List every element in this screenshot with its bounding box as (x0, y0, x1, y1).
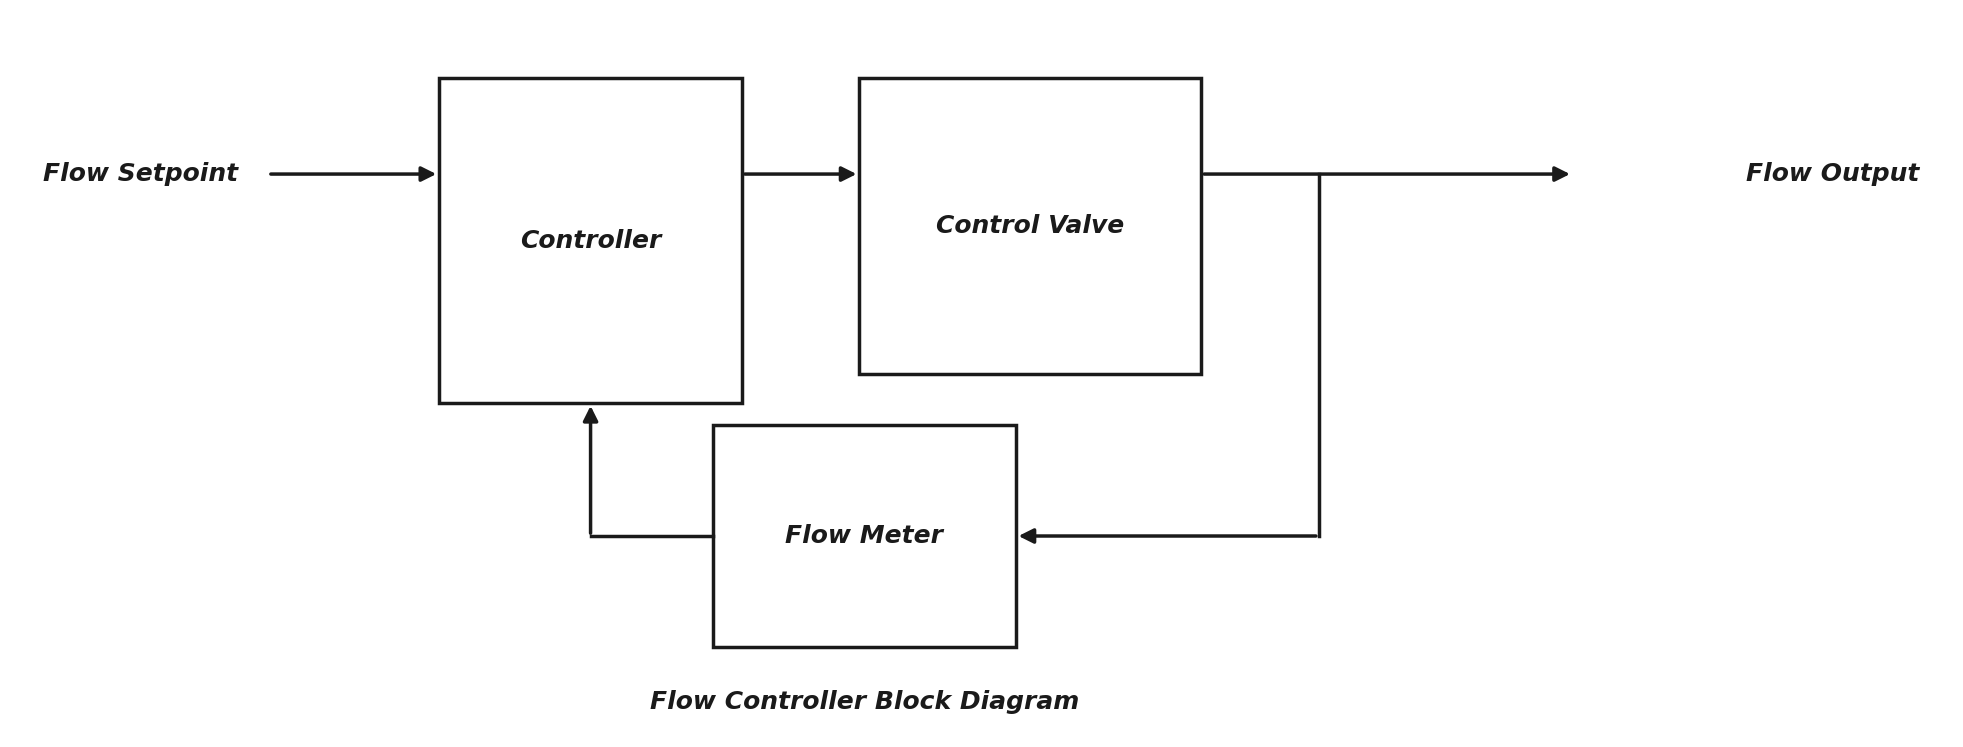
Text: Controller: Controller (520, 229, 662, 252)
Bar (713, 425, 1015, 647)
Bar (440, 78, 742, 403)
Text: Flow Output: Flow Output (1747, 162, 1920, 186)
Text: Flow Setpoint: Flow Setpoint (43, 162, 238, 186)
Bar (860, 78, 1201, 374)
Text: Flow Meter: Flow Meter (785, 524, 942, 548)
Text: Control Valve: Control Valve (936, 214, 1125, 238)
Text: Flow Controller Block Diagram: Flow Controller Block Diagram (650, 690, 1080, 714)
